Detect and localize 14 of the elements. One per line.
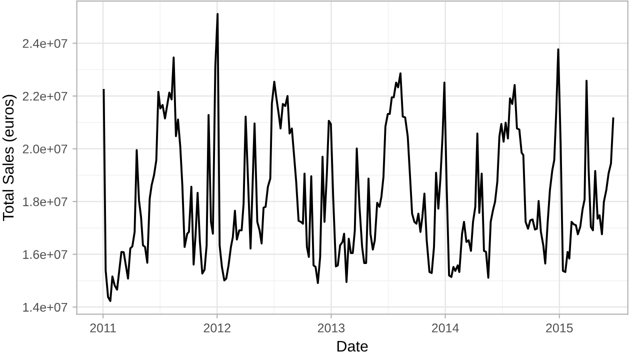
- line-series: [102, 13, 614, 302]
- y-tick-label: 2.0e+07: [22, 144, 68, 154]
- y-tick-label: 1.8e+07: [23, 197, 68, 206]
- y-tick-label: 2.2e+07: [22, 92, 68, 101]
- y-tick-label: 2.4e+07: [22, 39, 68, 48]
- x-axis-title: Date: [337, 340, 368, 352]
- x-tick-label: 2015: [546, 324, 573, 332]
- x-tick-label: 2011: [90, 324, 116, 332]
- y-tick-label: 1.4e+07: [23, 302, 68, 312]
- x-tick-label: 2013: [318, 324, 345, 332]
- y-tick-label: 1.6e+07: [23, 250, 68, 259]
- x-tick-label: 2014: [432, 324, 459, 332]
- x-tick-label: 2012: [204, 324, 230, 332]
- y-axis-title: Total Sales (euros): [2, 94, 17, 221]
